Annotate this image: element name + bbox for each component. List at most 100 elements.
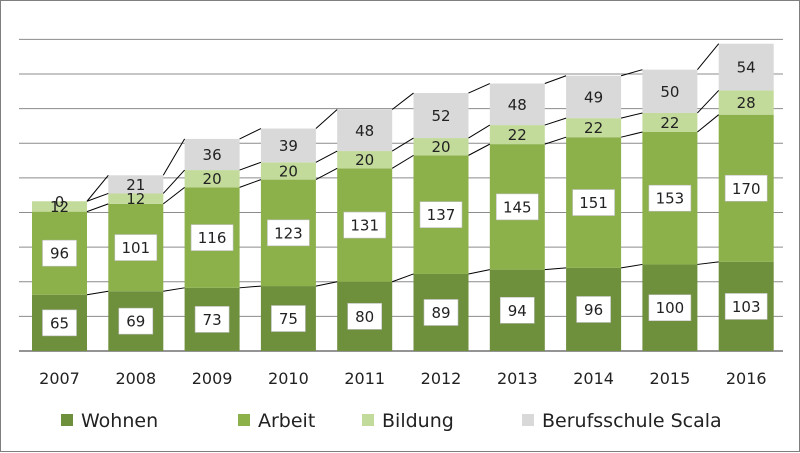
data-label-arbeit: 123 — [274, 224, 303, 242]
data-label-berufsschule-scala: 39 — [279, 137, 298, 155]
data-label-bildung: 28 — [737, 94, 756, 112]
data-label-box — [572, 189, 615, 216]
series-line — [620, 131, 643, 138]
bar-bildung-2007 — [32, 201, 87, 212]
data-label-berufsschule-scala: 48 — [508, 96, 527, 114]
data-label-box — [114, 234, 158, 261]
series-line — [544, 75, 567, 84]
series-line — [621, 263, 643, 269]
series-line — [315, 109, 338, 129]
series-line — [239, 128, 262, 140]
legend-swatch-wohnen — [61, 414, 73, 426]
series-line — [86, 203, 109, 213]
data-label-arbeit: 96 — [50, 245, 69, 263]
data-label-arbeit: 101 — [121, 239, 150, 257]
series-line — [697, 261, 719, 265]
bar-berufsschule-scala-2011 — [337, 109, 393, 152]
data-label-box — [118, 307, 154, 335]
data-label-wohnen: 69 — [126, 313, 145, 331]
series-line — [239, 285, 261, 289]
series-line — [468, 269, 490, 275]
data-label-arbeit: 151 — [579, 194, 608, 212]
data-label-wohnen: 96 — [584, 301, 603, 319]
legend-swatch-bildung — [362, 414, 374, 426]
bar-berufsschule-scala-2010 — [260, 128, 316, 163]
bar-bildung-2008 — [108, 193, 164, 204]
x-tick-label: 2008 — [115, 369, 156, 388]
series-line — [620, 69, 643, 77]
series-line — [468, 83, 491, 94]
series-line — [239, 161, 262, 171]
data-label-arbeit: 131 — [350, 217, 379, 235]
data-label-box — [724, 293, 768, 320]
data-label-wohnen: 65 — [50, 314, 69, 332]
data-label-box — [648, 184, 692, 212]
data-label-berufsschule-scala: 52 — [431, 107, 450, 125]
data-label-box — [271, 305, 306, 332]
series-line — [239, 179, 262, 188]
series-line — [468, 143, 491, 156]
data-label-bildung: 12 — [50, 198, 69, 216]
data-label-box — [190, 224, 234, 251]
series-line — [162, 138, 186, 176]
x-tick-label: 2009 — [192, 369, 233, 388]
data-label-wohnen: 94 — [508, 302, 527, 320]
legend: Wohnen Arbeit Bildung Berufsschule Scala — [61, 410, 722, 432]
series-line — [620, 112, 643, 119]
bar-berufsschule-scala-2015 — [642, 69, 698, 113]
x-tick-label: 2015 — [650, 369, 691, 388]
legend-label-wohnen: Wohnen — [81, 410, 158, 432]
data-label-berufsschule-scala: 0 — [55, 193, 65, 211]
legend-label-berufsschule-scala: Berufsschule Scala — [542, 410, 722, 432]
bar-bildung-2012 — [413, 138, 469, 156]
series-line — [315, 281, 338, 287]
series-line — [162, 187, 185, 205]
data-label-wohnen: 80 — [355, 308, 374, 326]
series-lines — [86, 43, 720, 296]
bar-berufsschule-scala-2009 — [184, 138, 240, 171]
data-label-bildung: 22 — [660, 114, 679, 132]
data-label-box — [267, 219, 310, 247]
data-label-box — [42, 309, 77, 337]
data-label-arbeit: 153 — [656, 190, 685, 208]
data-label-berufsschule-scala: 50 — [660, 83, 679, 101]
data-labels: 6596120691011221731162036751232039801312… — [42, 59, 768, 337]
series-line — [391, 92, 414, 110]
data-label-wohnen: 100 — [656, 299, 685, 317]
data-label-arbeit: 145 — [503, 198, 532, 216]
data-label-box — [724, 174, 768, 202]
data-label-box — [495, 193, 539, 221]
bar-bildung-2010 — [260, 162, 316, 180]
data-label-box — [419, 201, 463, 228]
data-label-bildung: 20 — [279, 162, 298, 180]
series-line — [697, 90, 720, 114]
data-label-arbeit: 137 — [427, 206, 456, 224]
data-label-berufsschule-scala: 54 — [737, 59, 756, 77]
series-line — [544, 267, 567, 271]
data-label-wohnen: 103 — [732, 298, 761, 316]
series-line — [697, 43, 720, 70]
x-tick-label: 2011 — [344, 369, 385, 388]
legend-label-arbeit: Arbeit — [258, 410, 315, 432]
data-label-arbeit: 170 — [732, 180, 761, 198]
series-line — [544, 117, 567, 126]
bars — [32, 43, 774, 351]
bar-bildung-2016 — [718, 90, 774, 115]
data-label-bildung: 20 — [431, 138, 450, 156]
bar-berufsschule-scala-2014 — [566, 75, 622, 119]
data-label-wohnen: 89 — [431, 304, 450, 322]
data-label-box — [343, 211, 387, 239]
data-label-bildung: 20 — [355, 151, 374, 169]
data-label-box — [194, 306, 230, 333]
data-label-box — [423, 299, 459, 326]
legend-swatch-berufsschule-scala — [522, 414, 534, 426]
series-line — [86, 192, 109, 202]
series-line — [697, 114, 720, 133]
x-tick-label: 2014 — [573, 369, 614, 388]
data-label-box — [42, 239, 77, 267]
data-label-bildung: 12 — [126, 190, 145, 208]
x-tick-label: 2012 — [421, 369, 462, 388]
bar-bildung-2014 — [566, 118, 622, 138]
data-label-berufsschule-scala: 36 — [203, 146, 222, 164]
